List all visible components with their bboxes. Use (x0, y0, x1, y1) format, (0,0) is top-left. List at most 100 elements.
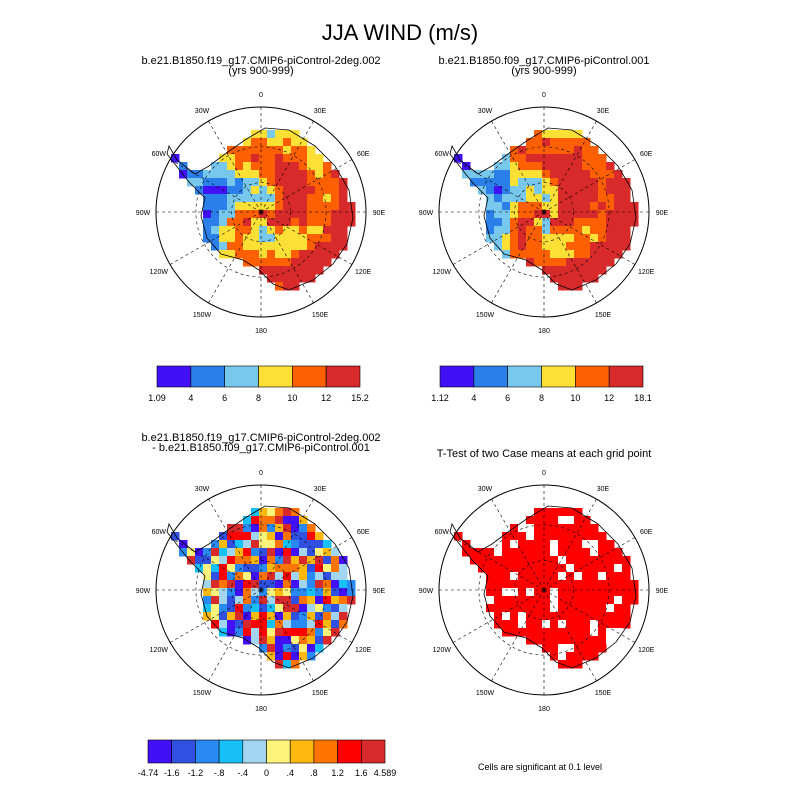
grid-cell (291, 572, 300, 581)
grid-cell (510, 628, 519, 637)
grid-cell (315, 636, 324, 645)
grid-cell (486, 580, 495, 589)
meridian-label: 60W (435, 529, 450, 536)
grid-cell (259, 564, 268, 573)
grid-cell (574, 282, 583, 291)
grid-cell (558, 266, 567, 275)
grid-cell (219, 194, 228, 203)
grid-cell (526, 170, 535, 179)
meridian-label: 30W (478, 486, 493, 493)
grid-cell (574, 532, 583, 541)
colorbar-swatch (292, 365, 327, 388)
grid-cell (243, 210, 252, 219)
panel-title: b.e21.B1850.f19_g17.CMIP6-piControl-2deg… (141, 55, 380, 67)
grid-cell (590, 652, 599, 661)
grid-cell (494, 210, 503, 219)
grid-cell (251, 564, 260, 573)
grid-cell (582, 258, 591, 267)
grid-cell (510, 556, 519, 565)
grid-cell (590, 540, 599, 549)
grid-cell (323, 258, 332, 267)
grid-cell (259, 186, 268, 195)
grid-cell (323, 628, 332, 637)
grid-cell (307, 210, 316, 219)
grid-cell (598, 250, 607, 259)
grid-cell (259, 556, 268, 565)
grid-cell (598, 170, 607, 179)
grid-cell (267, 178, 276, 187)
meridian-label: 90E (373, 588, 386, 595)
grid-cell (550, 620, 559, 629)
meridian-label: 90W (419, 588, 434, 595)
meridian-label: 90E (373, 210, 386, 217)
grid-cell (518, 580, 527, 589)
grid-cell (307, 524, 316, 533)
grid-cell (211, 612, 220, 621)
grid-cell (598, 162, 607, 171)
grid-cell (478, 548, 487, 557)
grid-cell (558, 572, 567, 581)
grid-cell (267, 628, 276, 637)
grid-cell (542, 194, 551, 203)
grid-cell (566, 652, 575, 661)
grid-cell (219, 588, 228, 597)
grid-cell (558, 130, 567, 139)
grid-cell (518, 226, 527, 235)
grid-cell (534, 612, 543, 621)
grid-cell (307, 580, 316, 589)
grid-cell (606, 242, 615, 251)
grid-cell (486, 556, 495, 565)
grid-cell (510, 604, 519, 613)
meridian-label: 30E (314, 108, 327, 115)
grid-cell (283, 250, 292, 259)
grid-cell (275, 226, 284, 235)
grid-cell (566, 556, 575, 565)
grid-cell (566, 604, 575, 613)
grid-cell (550, 242, 559, 251)
latitude-circle (514, 182, 574, 242)
grid-cell (211, 202, 220, 211)
grid-cell (534, 162, 543, 171)
grid-cell (251, 636, 260, 645)
grid-cell (598, 564, 607, 573)
grid-cell (283, 604, 292, 613)
grid-cell (219, 620, 228, 629)
grid-cell (299, 572, 308, 581)
grid-cell (331, 596, 340, 605)
grid-cell (622, 194, 631, 203)
grid-cell (574, 516, 583, 525)
grid-cell (299, 604, 308, 613)
grid-cell (558, 580, 567, 589)
latitude-circle (231, 560, 291, 620)
grid-cell (574, 652, 583, 661)
grid-cell (299, 186, 308, 195)
grid-cell (582, 242, 591, 251)
grid-cell (219, 612, 228, 621)
grid-cell (494, 242, 503, 251)
grid-cell (283, 556, 292, 565)
grid-cell (323, 186, 332, 195)
grid-cell (331, 202, 340, 211)
grid-cell (558, 644, 567, 653)
colorbar-label: 18.1 (634, 393, 652, 403)
grid-cell (590, 234, 599, 243)
grid-cell (291, 146, 300, 155)
grid-cell (614, 250, 623, 259)
grid-cell (211, 170, 220, 179)
grid-cell (275, 516, 284, 525)
grid-cell (566, 628, 575, 637)
grid-cell (566, 540, 575, 549)
grid-cell (275, 540, 284, 549)
grid-cell (211, 234, 220, 243)
grid-cell (259, 636, 268, 645)
grid-cell (315, 178, 324, 187)
colorbar-swatch (258, 365, 293, 388)
colorbar-label: 12 (321, 393, 331, 403)
grid-cell (526, 532, 535, 541)
grid-cell (598, 548, 607, 557)
colorbar-swatch (171, 739, 196, 764)
grid-cell (291, 604, 300, 613)
grid-cell (227, 628, 236, 637)
grid-cell (275, 242, 284, 251)
grid-cell (510, 170, 519, 179)
